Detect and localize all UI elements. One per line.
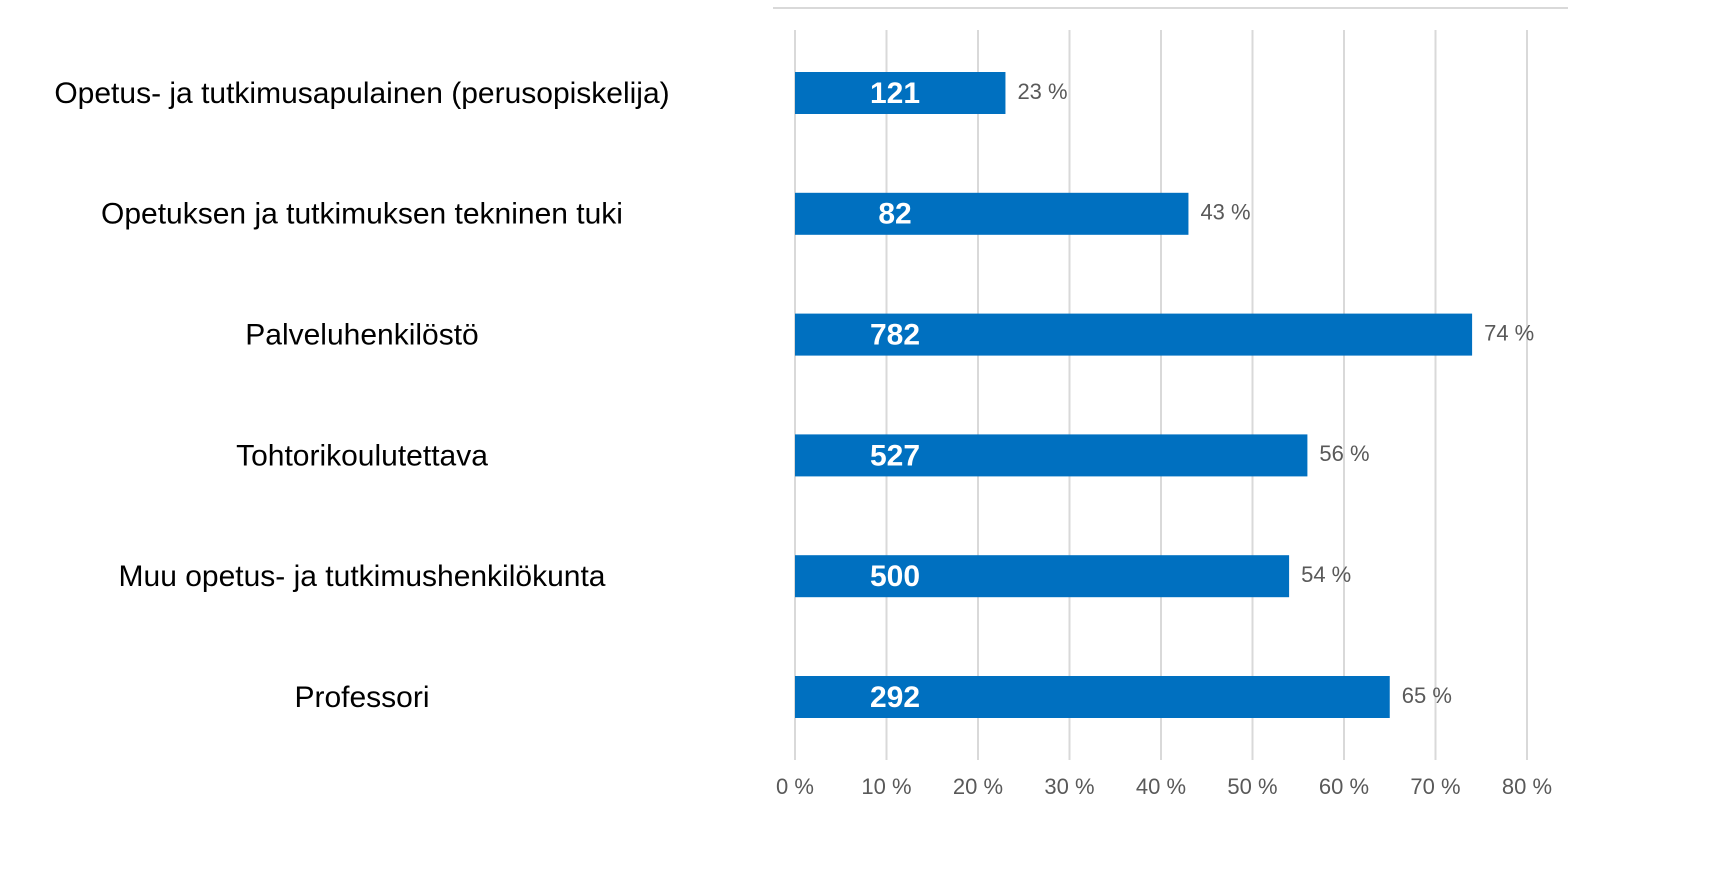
x-tick-label: 70 % [1410,774,1460,799]
value-label: 56 % [1319,441,1369,466]
bar [795,192,1189,235]
bar-count-label: 500 [870,560,920,593]
value-label: 23 % [1017,79,1067,104]
value-label: 74 % [1484,320,1534,345]
bar [795,313,1473,356]
x-tick-label: 60 % [1319,774,1369,799]
bar-count-label: 82 [878,198,911,231]
x-tick-label: 10 % [861,774,911,799]
bar-count-label: 292 [870,681,920,714]
category-label: Professori [294,681,429,714]
x-tick-label: 0 % [776,774,814,799]
category-label: Muu opetus- ja tutkimushenkilökunta [119,560,606,593]
bar [795,676,1390,718]
bar-count-label: 527 [870,439,920,472]
value-label: 43 % [1200,200,1250,225]
value-label: 65 % [1402,683,1452,708]
x-tick-label: 20 % [953,774,1003,799]
x-tick-label: 80 % [1502,774,1552,799]
category-label: Opetus- ja tutkimusapulainen (perusopisk… [54,77,669,110]
x-tick-label: 30 % [1044,774,1094,799]
category-label: Opetuksen ja tutkimuksen tekninen tuki [101,198,623,231]
value-label: 54 % [1301,562,1351,587]
x-tick-label: 40 % [1136,774,1186,799]
category-label: Palveluhenkilöstö [245,319,478,352]
bar [795,555,1290,598]
category-label: Tohtorikoulutettava [236,439,488,472]
bar-count-label: 782 [870,319,920,352]
bar [795,434,1308,477]
bar-count-label: 121 [870,77,920,110]
bar [795,72,1006,114]
x-tick-label: 50 % [1227,774,1277,799]
